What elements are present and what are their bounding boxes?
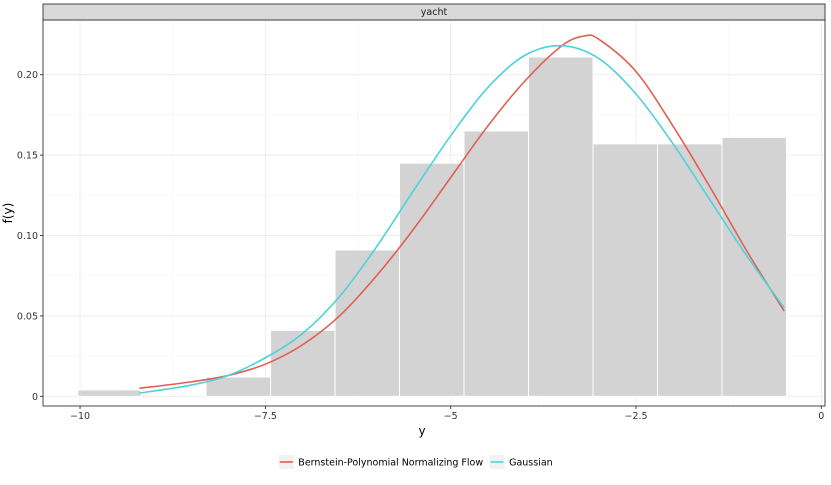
facet-strip-label: yacht [421, 7, 448, 18]
legend-items: Bernstein-Polynomial Normalizing Flow Gau… [277, 454, 553, 470]
legend-label: Gaussian [509, 458, 553, 469]
histogram-bar [270, 329, 336, 397]
y-tick-label: 0.20 [17, 70, 38, 81]
x-tick-label: 0 [818, 411, 824, 422]
legend: Bernstein-Polynomial Normalizing Flow Gau… [277, 454, 553, 470]
x-tick-label: −5 [444, 411, 458, 422]
y-tick-label: 0.05 [17, 311, 38, 322]
x-axis-title: y [418, 424, 425, 438]
series-line-0 [139, 34, 785, 390]
y-tick-label: 0.10 [17, 231, 38, 242]
histogram-bar [77, 389, 142, 397]
density-lines [139, 34, 785, 394]
x-tick-label: −10 [70, 411, 90, 422]
histogram-bars [77, 56, 787, 397]
histogram-bar [463, 130, 530, 397]
histogram-bar [656, 143, 723, 397]
x-tick-label: −2.5 [624, 411, 647, 422]
y-tick-label: 0.15 [17, 151, 38, 162]
histogram-bar [592, 143, 658, 397]
series-line-1 [139, 44, 785, 394]
histogram-bar [528, 56, 594, 397]
facet-strip [42, 3, 826, 21]
x-axis-ticks: −10 −7.5 −5 −2.5 0 [70, 406, 824, 422]
y-tick-label: 0 [32, 392, 38, 403]
x-tick-label: −7.5 [254, 411, 277, 422]
histogram-bar [334, 249, 401, 397]
legend-label: Bernstein-Polynomial Normalizing Flow [298, 458, 483, 469]
y-axis-ticks: 0 0.05 0.10 0.15 0.20 [17, 70, 43, 403]
y-axis-title: f(y) [1, 203, 15, 224]
